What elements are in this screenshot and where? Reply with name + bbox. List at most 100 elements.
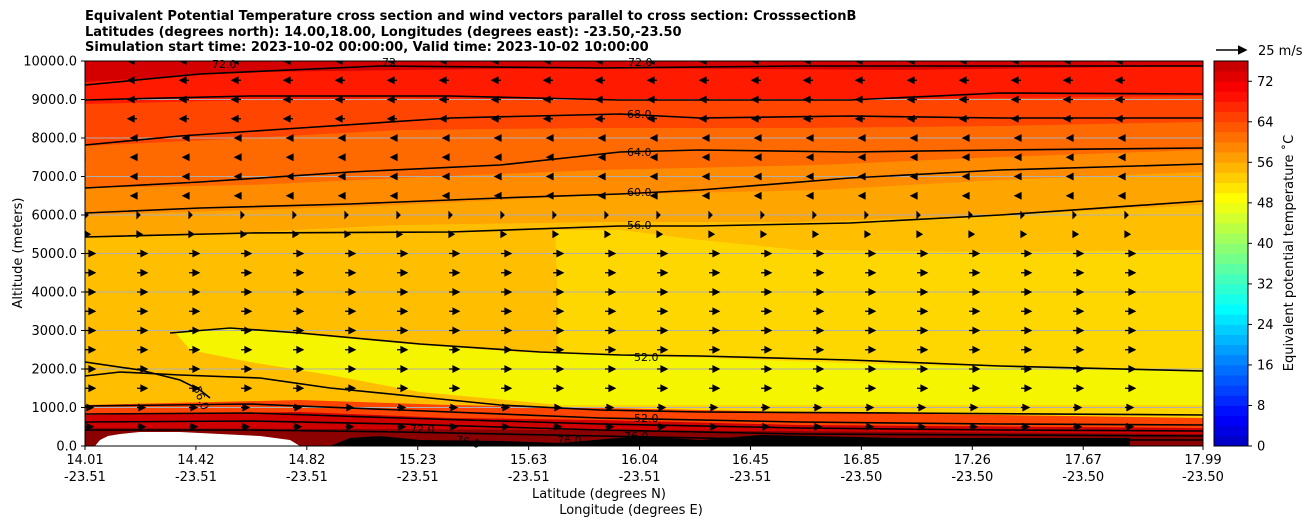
wind-vector	[1021, 422, 1031, 431]
wind-vector	[1021, 345, 1033, 354]
colorbar-swatch	[1214, 182, 1248, 194]
colorbar	[1214, 61, 1252, 447]
wind-vector	[1021, 307, 1033, 316]
wind-vector	[1010, 61, 1021, 65]
wind-vector	[493, 172, 502, 181]
wind-vector	[282, 114, 293, 123]
wind-vector	[345, 307, 357, 316]
wind-vector	[129, 153, 138, 162]
contour-68	[85, 113, 1203, 146]
wind-vector	[293, 307, 305, 316]
x-tick-lon: -23.51	[64, 470, 106, 485]
wind-vector	[1073, 345, 1085, 354]
wind-vector	[916, 210, 921, 220]
wind-vector	[449, 307, 461, 316]
wind-vector	[605, 403, 615, 412]
x-tick-lon: -23.50	[1062, 470, 1104, 485]
wind-vector	[813, 326, 825, 335]
wind-vector	[129, 191, 138, 200]
wind-vector	[553, 288, 565, 296]
wind-vector	[85, 153, 86, 162]
wind-vector	[292, 210, 297, 220]
wind-vector	[137, 307, 149, 316]
wind-vector	[490, 76, 501, 85]
wind-vector	[397, 365, 409, 373]
wind-vector	[501, 326, 513, 335]
colorbar-tick-label: 40	[1257, 237, 1274, 252]
wind-vector	[542, 61, 553, 65]
wind-vector	[189, 268, 201, 277]
wind-vector	[961, 172, 970, 181]
wind-vector	[334, 114, 345, 123]
wind-vector	[85, 326, 97, 335]
wind-vector	[1013, 153, 1022, 162]
wind-vector	[136, 210, 141, 220]
wind-vector	[1010, 95, 1021, 104]
wind-vector	[85, 384, 97, 393]
quiver-key: 25 m/s	[1216, 44, 1303, 59]
wind-vector	[397, 422, 407, 431]
wind-vector	[1021, 268, 1033, 277]
x-axis-label: Latitude (degrees N)	[532, 487, 666, 502]
contour-70	[85, 92, 1203, 101]
wind-vector	[396, 210, 401, 220]
colorbar-tick-label: 64	[1257, 115, 1274, 130]
wind-vector	[753, 172, 762, 181]
wind-vector	[1073, 403, 1083, 412]
contour-label: 76.0	[454, 433, 481, 451]
contour-label: 72.0	[212, 58, 237, 71]
wind-vector	[813, 268, 825, 277]
wind-vector	[709, 384, 721, 393]
wind-vector	[545, 172, 554, 181]
colorbar-swatch	[1214, 314, 1248, 325]
wind-vector	[1062, 76, 1073, 85]
wind-vector	[189, 403, 199, 412]
wind-vector	[389, 134, 398, 142]
wind-vector	[909, 134, 918, 142]
wind-vector	[126, 61, 137, 65]
wind-vector	[85, 365, 97, 373]
wind-vector	[137, 288, 149, 296]
wind-vector	[493, 153, 502, 162]
wind-vector	[137, 268, 149, 277]
wind-vector	[389, 191, 398, 200]
wind-vector	[1013, 134, 1022, 142]
wind-vector	[241, 345, 253, 354]
wind-vector	[709, 249, 721, 258]
wind-vector	[552, 230, 560, 239]
wind-vector	[553, 249, 565, 258]
wind-vector	[1117, 172, 1126, 181]
wind-vector	[753, 191, 762, 200]
wind-vector	[438, 95, 449, 104]
colorbar-tick-label: 8	[1257, 399, 1265, 414]
wind-vector	[917, 249, 929, 258]
wind-vector	[709, 268, 721, 277]
colorbar-swatch	[1214, 81, 1248, 92]
wind-vector	[181, 172, 190, 181]
wind-vector	[657, 326, 669, 335]
contour-60	[85, 163, 1203, 214]
wind-vector	[646, 76, 657, 85]
colorbar-swatch	[1214, 375, 1248, 386]
wind-vector	[597, 134, 606, 142]
wind-vector	[854, 114, 865, 123]
wind-vector	[345, 268, 357, 277]
wind-vector	[449, 345, 461, 354]
wind-vector	[334, 76, 345, 85]
wind-vector	[397, 288, 409, 296]
colorbar-tick-label: 0	[1257, 440, 1265, 455]
wind-vector	[709, 307, 721, 316]
wind-vector	[906, 61, 917, 65]
contour-72	[85, 65, 1203, 86]
contour-label: 68.0	[627, 108, 652, 121]
x-tick-lat: 16.45	[732, 453, 769, 468]
x-axis-label-2: Longitude (degrees E)	[559, 503, 703, 518]
wind-vector	[345, 326, 357, 335]
contour-56	[85, 200, 1203, 238]
wind-vector	[812, 230, 820, 239]
wind-vector	[709, 288, 721, 296]
wind-vector	[553, 345, 565, 354]
wind-vector	[760, 210, 765, 220]
wind-vector	[501, 288, 513, 296]
wind-vector	[449, 268, 461, 277]
